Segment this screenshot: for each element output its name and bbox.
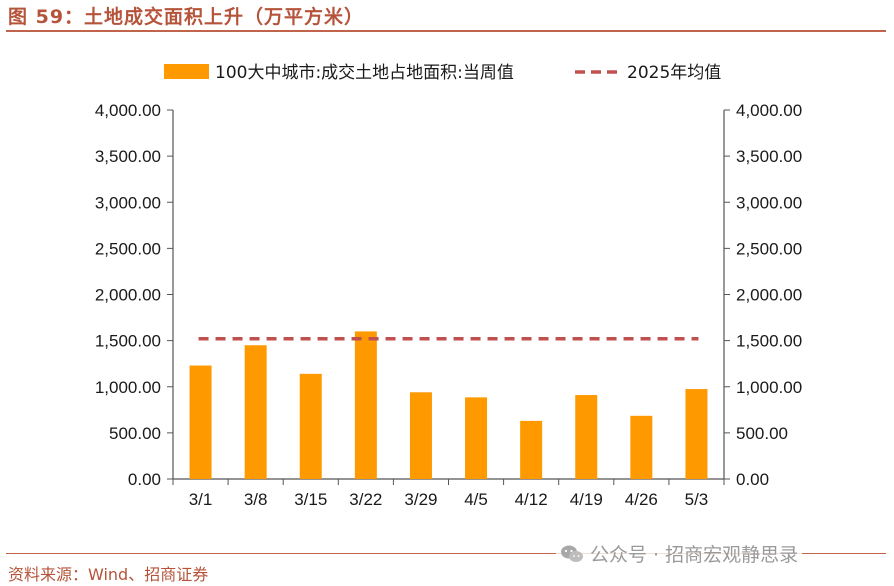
legend: 100大中城市:成交土地占地面积:当周值 2025年均值 [164, 63, 721, 83]
wechat-icon [561, 545, 583, 562]
left-y-tick-label: 3,500.00 [95, 147, 161, 166]
title-rule [6, 30, 886, 32]
right-y-tick-label: 0.00 [736, 470, 769, 489]
left-y-tick-label: 4,000.00 [95, 101, 161, 120]
right-y-tick-label: 4,000.00 [736, 101, 802, 120]
left-y-tick-label: 1,500.00 [95, 332, 161, 351]
watermark-text: 公众号 · 招商宏观静思录 [590, 544, 799, 566]
x-tick-label: 4/12 [515, 490, 548, 509]
bar [299, 373, 322, 479]
legend-swatch-bars [164, 64, 209, 79]
right-y-tick-label: 2,500.00 [736, 239, 802, 258]
bar [575, 395, 598, 479]
right-y-tick-label: 3,500.00 [736, 147, 802, 166]
bar [409, 392, 432, 479]
bar [520, 420, 543, 479]
left-y-tick-label: 1,000.00 [95, 378, 161, 397]
x-tick-label: 3/1 [189, 490, 213, 509]
right-y-tick-label: 1,000.00 [736, 378, 802, 397]
right-y-tick-label: 3,000.00 [736, 193, 802, 212]
bars [189, 331, 708, 479]
x-tick-labels: 3/1 3/8 3/15 3/22 3/29 4/5 4/12 4/19 4/26 5/3 [189, 490, 709, 509]
left-y-tick-label: 2,500.00 [95, 239, 161, 258]
bar [354, 331, 377, 479]
bar [465, 397, 488, 479]
bar [189, 365, 212, 479]
x-tick-label: 3/8 [244, 490, 268, 509]
x-tick-label: 4/19 [570, 490, 603, 509]
left-y-tick-label: 2,000.00 [95, 286, 161, 305]
left-y-tick-label: 0.00 [128, 470, 161, 489]
source-note: 资料来源：Wind、招商证券 [8, 565, 209, 584]
bar [630, 415, 653, 479]
bar [244, 345, 267, 479]
x-tick-label: 3/15 [294, 490, 327, 509]
watermark: 公众号 · 招商宏观静思录 [556, 538, 803, 569]
left-y-tick-label: 500.00 [109, 424, 161, 443]
right-y-tick-label: 1,500.00 [736, 332, 802, 351]
x-tick-label: 3/22 [349, 490, 382, 509]
x-tick-label: 5/3 [685, 490, 709, 509]
right-y-tick-label: 500.00 [736, 424, 788, 443]
x-tick-label: 4/5 [464, 490, 488, 509]
left-y-tick-labels: 0.00 500.00 1,000.00 1,500.00 2,000.00 2,500.… [95, 101, 161, 489]
x-tick-label: 4/26 [625, 490, 658, 509]
right-y-tick-label: 2,000.00 [736, 286, 802, 305]
figure-title: 图 59：土地成交面积上升（万平方米） [8, 6, 365, 28]
left-y-tick-label: 3,000.00 [95, 193, 161, 212]
footer-rule [6, 553, 886, 554]
right-y-tick-labels: 0.00 500.00 1,000.00 1,500.00 2,000.00 2,500.… [736, 101, 802, 489]
legend-label-bars: 100大中城市:成交土地占地面积:当周值 [215, 63, 514, 83]
bar [685, 389, 708, 479]
legend-label-average: 2025年均值 [627, 63, 721, 83]
x-tick-label: 3/29 [404, 490, 437, 509]
